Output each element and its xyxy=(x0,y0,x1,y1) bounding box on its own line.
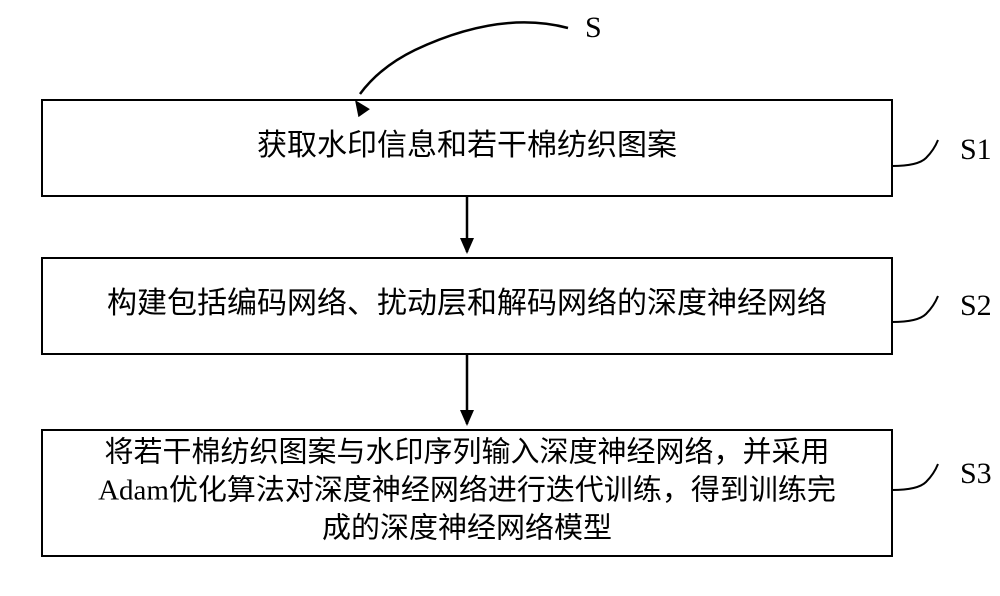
flowchart-svg: 获取水印信息和若干棉纺织图案构建包括编码网络、扰动层和解码网络的深度神经网络将若… xyxy=(0,0,1000,596)
step-text-b3-2: 成的深度神经网络模型 xyxy=(322,512,612,545)
connector-0 xyxy=(892,140,938,166)
connector-1 xyxy=(892,296,938,322)
step-text-b3-1: Adam优化算法对深度神经网络进行迭代训练，得到训练完 xyxy=(98,474,836,507)
label-s2: S2 xyxy=(960,289,992,322)
arrowhead-icon xyxy=(460,410,474,426)
curved-arrow-s xyxy=(360,22,568,94)
step-text-b2-0: 构建包括编码网络、扰动层和解码网络的深度神经网络 xyxy=(107,287,827,320)
label-top: S xyxy=(585,11,602,44)
step-text-b1-0: 获取水印信息和若干棉纺织图案 xyxy=(257,129,677,162)
step-text-b3-0: 将若干棉纺织图案与水印序列输入深度神经网络，并采用 xyxy=(104,436,829,469)
label-s3: S3 xyxy=(960,457,992,490)
connector-2 xyxy=(892,464,938,490)
label-s1: S1 xyxy=(960,133,992,166)
arrowhead-icon xyxy=(460,238,474,254)
